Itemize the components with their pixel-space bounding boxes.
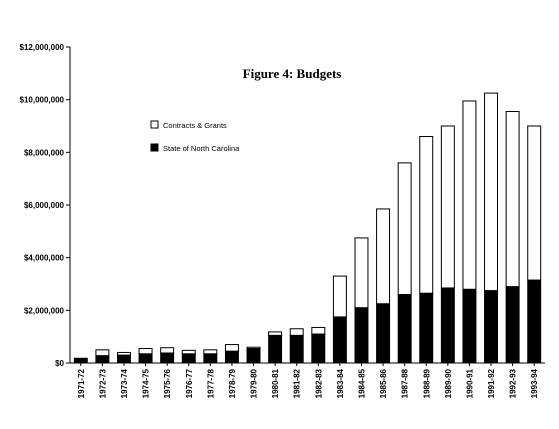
bar-state [181,353,196,364]
bar-state [160,352,175,364]
x-tick-label: 1980-81 [271,368,280,398]
bar-state [397,294,412,364]
y-tick-label: $12,000,000 [20,43,65,52]
bar-contracts [354,237,369,309]
bar-contracts [181,349,196,355]
bar-state [376,303,391,364]
x-tick-label: 1975-76 [163,368,172,398]
bar-contracts [527,125,542,281]
bar-contracts [117,351,131,356]
x-tick-label: 1992-93 [509,368,518,398]
bar-contracts [462,100,477,290]
bar-contracts [95,349,110,357]
y-axis-ticks: $0 $2,000,000 $4,000,000 $6,000,000 $8,000,0… [20,43,70,368]
bar-state [484,290,498,364]
bar-series [73,92,542,364]
bar-contracts [138,348,153,355]
bar-state [289,334,304,364]
x-axis-ticks: 1971-72 1972-73 1973-74 1974-75 1975-76 1976-… [77,363,539,398]
x-tick-label: 1991-92 [487,368,496,398]
bar-state [73,357,88,364]
bar-contracts [332,275,347,318]
bar-state [203,353,218,364]
y-tick-label: $2,000,000 [24,306,65,315]
bar-contracts [224,344,239,352]
x-tick-label: 1983-84 [336,368,345,398]
bar-state [462,288,477,364]
y-tick-label: $6,000,000 [24,201,65,210]
bar-state [332,316,347,364]
legend-swatch-state [150,143,159,152]
bar-contracts [311,326,326,335]
bar-contracts [289,328,304,336]
bar-contracts [505,111,520,288]
bar-state [95,355,110,364]
y-tick-label: $0 [55,359,64,368]
bar-contracts [246,346,261,350]
x-tick-label: 1987-88 [401,368,410,398]
legend-label-contracts: Contracts & Grants [163,121,227,130]
bar-contracts [203,349,218,355]
legend-label-state: State of North Carolina [163,144,240,153]
x-tick-label: 1974-75 [142,368,151,398]
bar-state [440,287,455,364]
x-tick-label: 1990-91 [465,368,474,398]
bar-contracts [376,208,391,305]
bar-state [527,279,542,364]
x-tick-label: 1979-80 [250,368,259,398]
bar-contracts [419,136,434,294]
bar-contracts [440,125,455,289]
bar-contracts [268,331,283,336]
bar-state [505,286,520,364]
x-tick-label: 1981-82 [293,368,302,398]
bar-contracts [484,92,498,292]
bar-state [246,348,261,364]
bar-state [268,334,283,364]
y-tick-label: $10,000,000 [20,96,65,105]
bar-state [117,354,131,364]
x-tick-label: 1988-89 [422,368,431,398]
legend: Contracts & Grants State of North Caroli… [150,120,240,153]
y-tick-label: $8,000,000 [24,148,65,157]
bar-state [311,333,326,364]
x-tick-label: 1977-78 [206,368,215,398]
bar-state [138,353,153,364]
x-tick-label: 1984-85 [357,368,366,398]
x-tick-label: 1993-94 [530,368,539,398]
bar-contracts [397,162,412,296]
x-tick-label: 1976-77 [185,368,194,398]
bar-state [354,307,369,364]
x-tick-label: 1985-86 [379,368,388,398]
x-tick-label: 1971-72 [77,368,86,398]
x-tick-label: 1982-83 [314,368,323,398]
y-tick-label: $4,000,000 [24,254,65,263]
bar-state [224,350,239,364]
chart-title: Figure 4: Budgets [243,66,342,81]
bar-state [419,292,434,364]
bar-contracts [160,347,175,354]
x-tick-label: 1989-90 [444,368,453,398]
x-tick-label: 1978-79 [228,368,237,398]
legend-swatch-contracts [150,120,159,129]
x-tick-label: 1973-74 [120,368,129,398]
x-tick-label: 1972-73 [98,368,107,398]
